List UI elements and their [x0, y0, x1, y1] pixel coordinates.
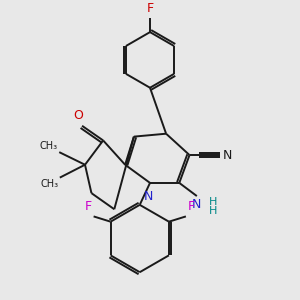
Text: F: F	[146, 2, 154, 14]
Text: CH₃: CH₃	[40, 179, 58, 189]
Text: N: N	[223, 148, 232, 162]
Text: N: N	[192, 198, 202, 212]
Text: F: F	[85, 200, 92, 214]
Text: CH₃: CH₃	[40, 141, 58, 151]
Text: N: N	[144, 190, 153, 203]
Text: F: F	[188, 200, 194, 214]
Text: H: H	[209, 206, 218, 216]
Text: O: O	[74, 109, 83, 122]
Text: H: H	[209, 197, 218, 207]
